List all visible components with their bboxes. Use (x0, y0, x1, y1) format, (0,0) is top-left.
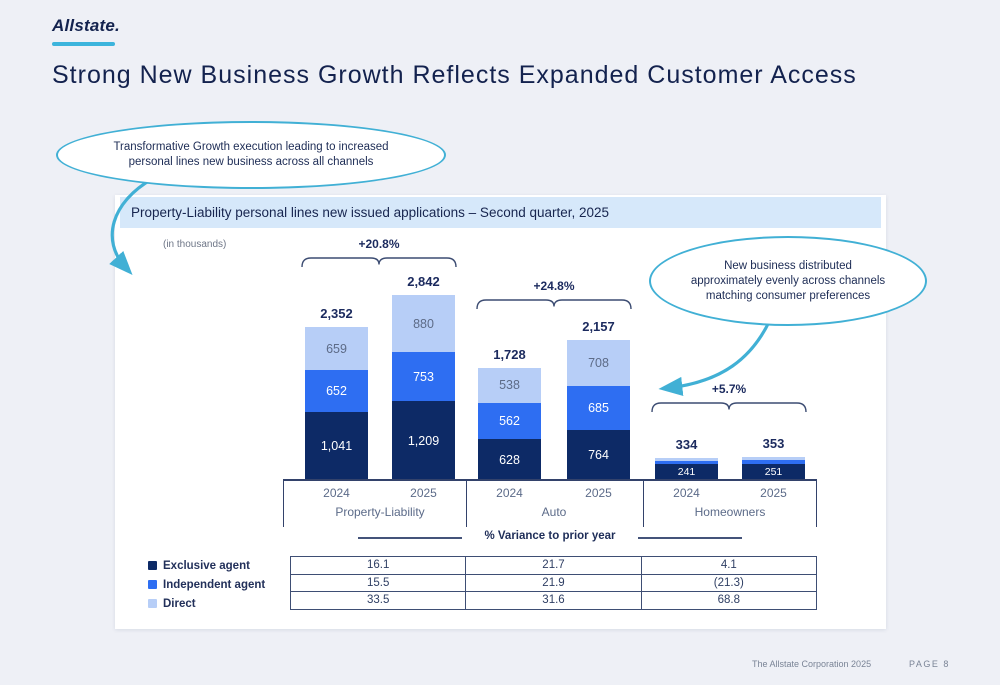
bar-segment-independent-agent: 652 (305, 369, 368, 413)
callout-line: personal lines new business across all c… (128, 156, 374, 168)
variance-row-direct: 33.5 31.6 68.8 (289, 591, 818, 610)
bar-segment-exclusive-agent: 241 (655, 464, 718, 480)
year-label: 2024 (323, 486, 350, 500)
bar-segment-independent-agent (742, 460, 805, 464)
variance-table-title: % Variance to prior year (484, 530, 616, 542)
variance-cell: 31.6 (465, 591, 642, 610)
bar-segment-direct: 880 (392, 295, 455, 353)
bar-segment-exclusive-agent: 251 (742, 463, 805, 480)
footer-page-number: PAGE 8 (909, 659, 950, 669)
divider-line (638, 537, 742, 539)
growth-bracket (301, 257, 457, 268)
bar-segment-direct (655, 458, 718, 462)
page-title: Strong New Business Growth Reflects Expa… (52, 61, 857, 89)
growth-pct-homeowners: +5.7% (711, 382, 747, 396)
bar-segment-direct: 708 (567, 339, 630, 386)
variance-cell: 21.7 (465, 556, 642, 575)
axis-tick (816, 479, 818, 527)
bar-segment-independent-agent (655, 461, 718, 465)
year-label: 2024 (673, 486, 700, 500)
bar-segment-direct: 538 (478, 367, 541, 403)
bar-total-label: 334 (675, 437, 698, 453)
legend-swatch (148, 580, 157, 589)
year-label: 2024 (496, 486, 523, 500)
bar-segment-exclusive-agent: 628 (478, 439, 541, 480)
callout-channel-distribution: New business distributed approximately e… (649, 236, 927, 326)
bar-segment-exclusive-agent: 1,041 (305, 412, 368, 480)
bar-total-label: 2,352 (320, 306, 353, 322)
callout-line: approximately evenly across channels (690, 274, 886, 287)
legend-label: Exclusive agent (163, 559, 250, 572)
growth-bracket (651, 402, 807, 413)
group-label-auto: Auto (541, 505, 567, 519)
variance-cell: 68.8 (640, 591, 818, 610)
legend-swatch (148, 561, 157, 570)
callout-line: New business distributed (724, 259, 852, 272)
legend-item-independent-agent: Independent agent (148, 575, 265, 594)
bar-segment-exclusive-agent: 1,209 (392, 401, 455, 480)
units-note: (in thousands) (163, 239, 227, 250)
bar-total-label: 353 (762, 436, 785, 452)
variance-row-exclusive-agent: 16.1 21.7 4.1 (289, 556, 818, 575)
variance-cell: 21.9 (465, 573, 642, 592)
legend-label: Direct (163, 597, 196, 610)
bar-total-label: 2,842 (407, 274, 440, 290)
bar-total-label: 1,728 (493, 346, 526, 362)
bar-segment-direct: 659 (305, 327, 368, 370)
callout-line: matching consumer preferences (705, 289, 871, 302)
year-label: 2025 (585, 486, 612, 500)
group-label-homeowners: Homeowners (694, 505, 766, 519)
variance-cell: 4.1 (640, 556, 818, 575)
legend-item-exclusive-agent: Exclusive agent (148, 556, 250, 575)
variance-table: 16.1 21.7 4.1 15.5 21.9 (21.3) 33.5 31.6 68.8 (289, 556, 818, 610)
logo-underline (52, 42, 115, 46)
divider-line (358, 537, 462, 539)
callout-transformative-growth: Transformative Growth execution leading … (56, 121, 446, 189)
growth-bracket (476, 299, 632, 310)
legend-label: Independent agent (163, 578, 266, 591)
variance-row-independent-agent: 15.5 21.9 (21.3) (289, 573, 818, 592)
growth-pct-auto: +24.8% (533, 279, 575, 293)
x-axis-baseline (283, 479, 817, 481)
legend-swatch (148, 599, 157, 608)
bar-segment-exclusive-agent: 764 (567, 430, 630, 480)
legend-item-direct: Direct (148, 594, 196, 613)
bar-segment-independent-agent: 562 (478, 402, 541, 440)
chart-panel-header: Property-Liability personal lines new is… (120, 197, 881, 228)
allstate-logo: Allstate. (52, 16, 120, 35)
year-label: 2025 (760, 486, 787, 500)
bar-segment-direct (742, 457, 805, 461)
footer-company: The Allstate Corporation 2025 (752, 659, 872, 669)
variance-cell: 33.5 (289, 591, 467, 610)
year-label: 2025 (410, 486, 437, 500)
variance-cell: 16.1 (289, 556, 467, 575)
chart-panel-header-text: Property-Liability personal lines new is… (131, 205, 610, 220)
growth-pct-property-liability: +20.8% (358, 237, 400, 251)
group-label-property-liability: Property-Liability (335, 505, 425, 519)
axis-tick (643, 479, 645, 527)
bar-segment-independent-agent: 685 (567, 385, 630, 431)
variance-cell: (21.3) (640, 573, 818, 592)
variance-cell: 15.5 (289, 573, 467, 592)
bar-total-label: 2,157 (582, 318, 615, 334)
bar-segment-independent-agent: 753 (392, 352, 455, 402)
callout-line: Transformative Growth execution leading … (113, 141, 389, 153)
axis-tick (466, 479, 468, 527)
axis-tick (283, 479, 285, 527)
